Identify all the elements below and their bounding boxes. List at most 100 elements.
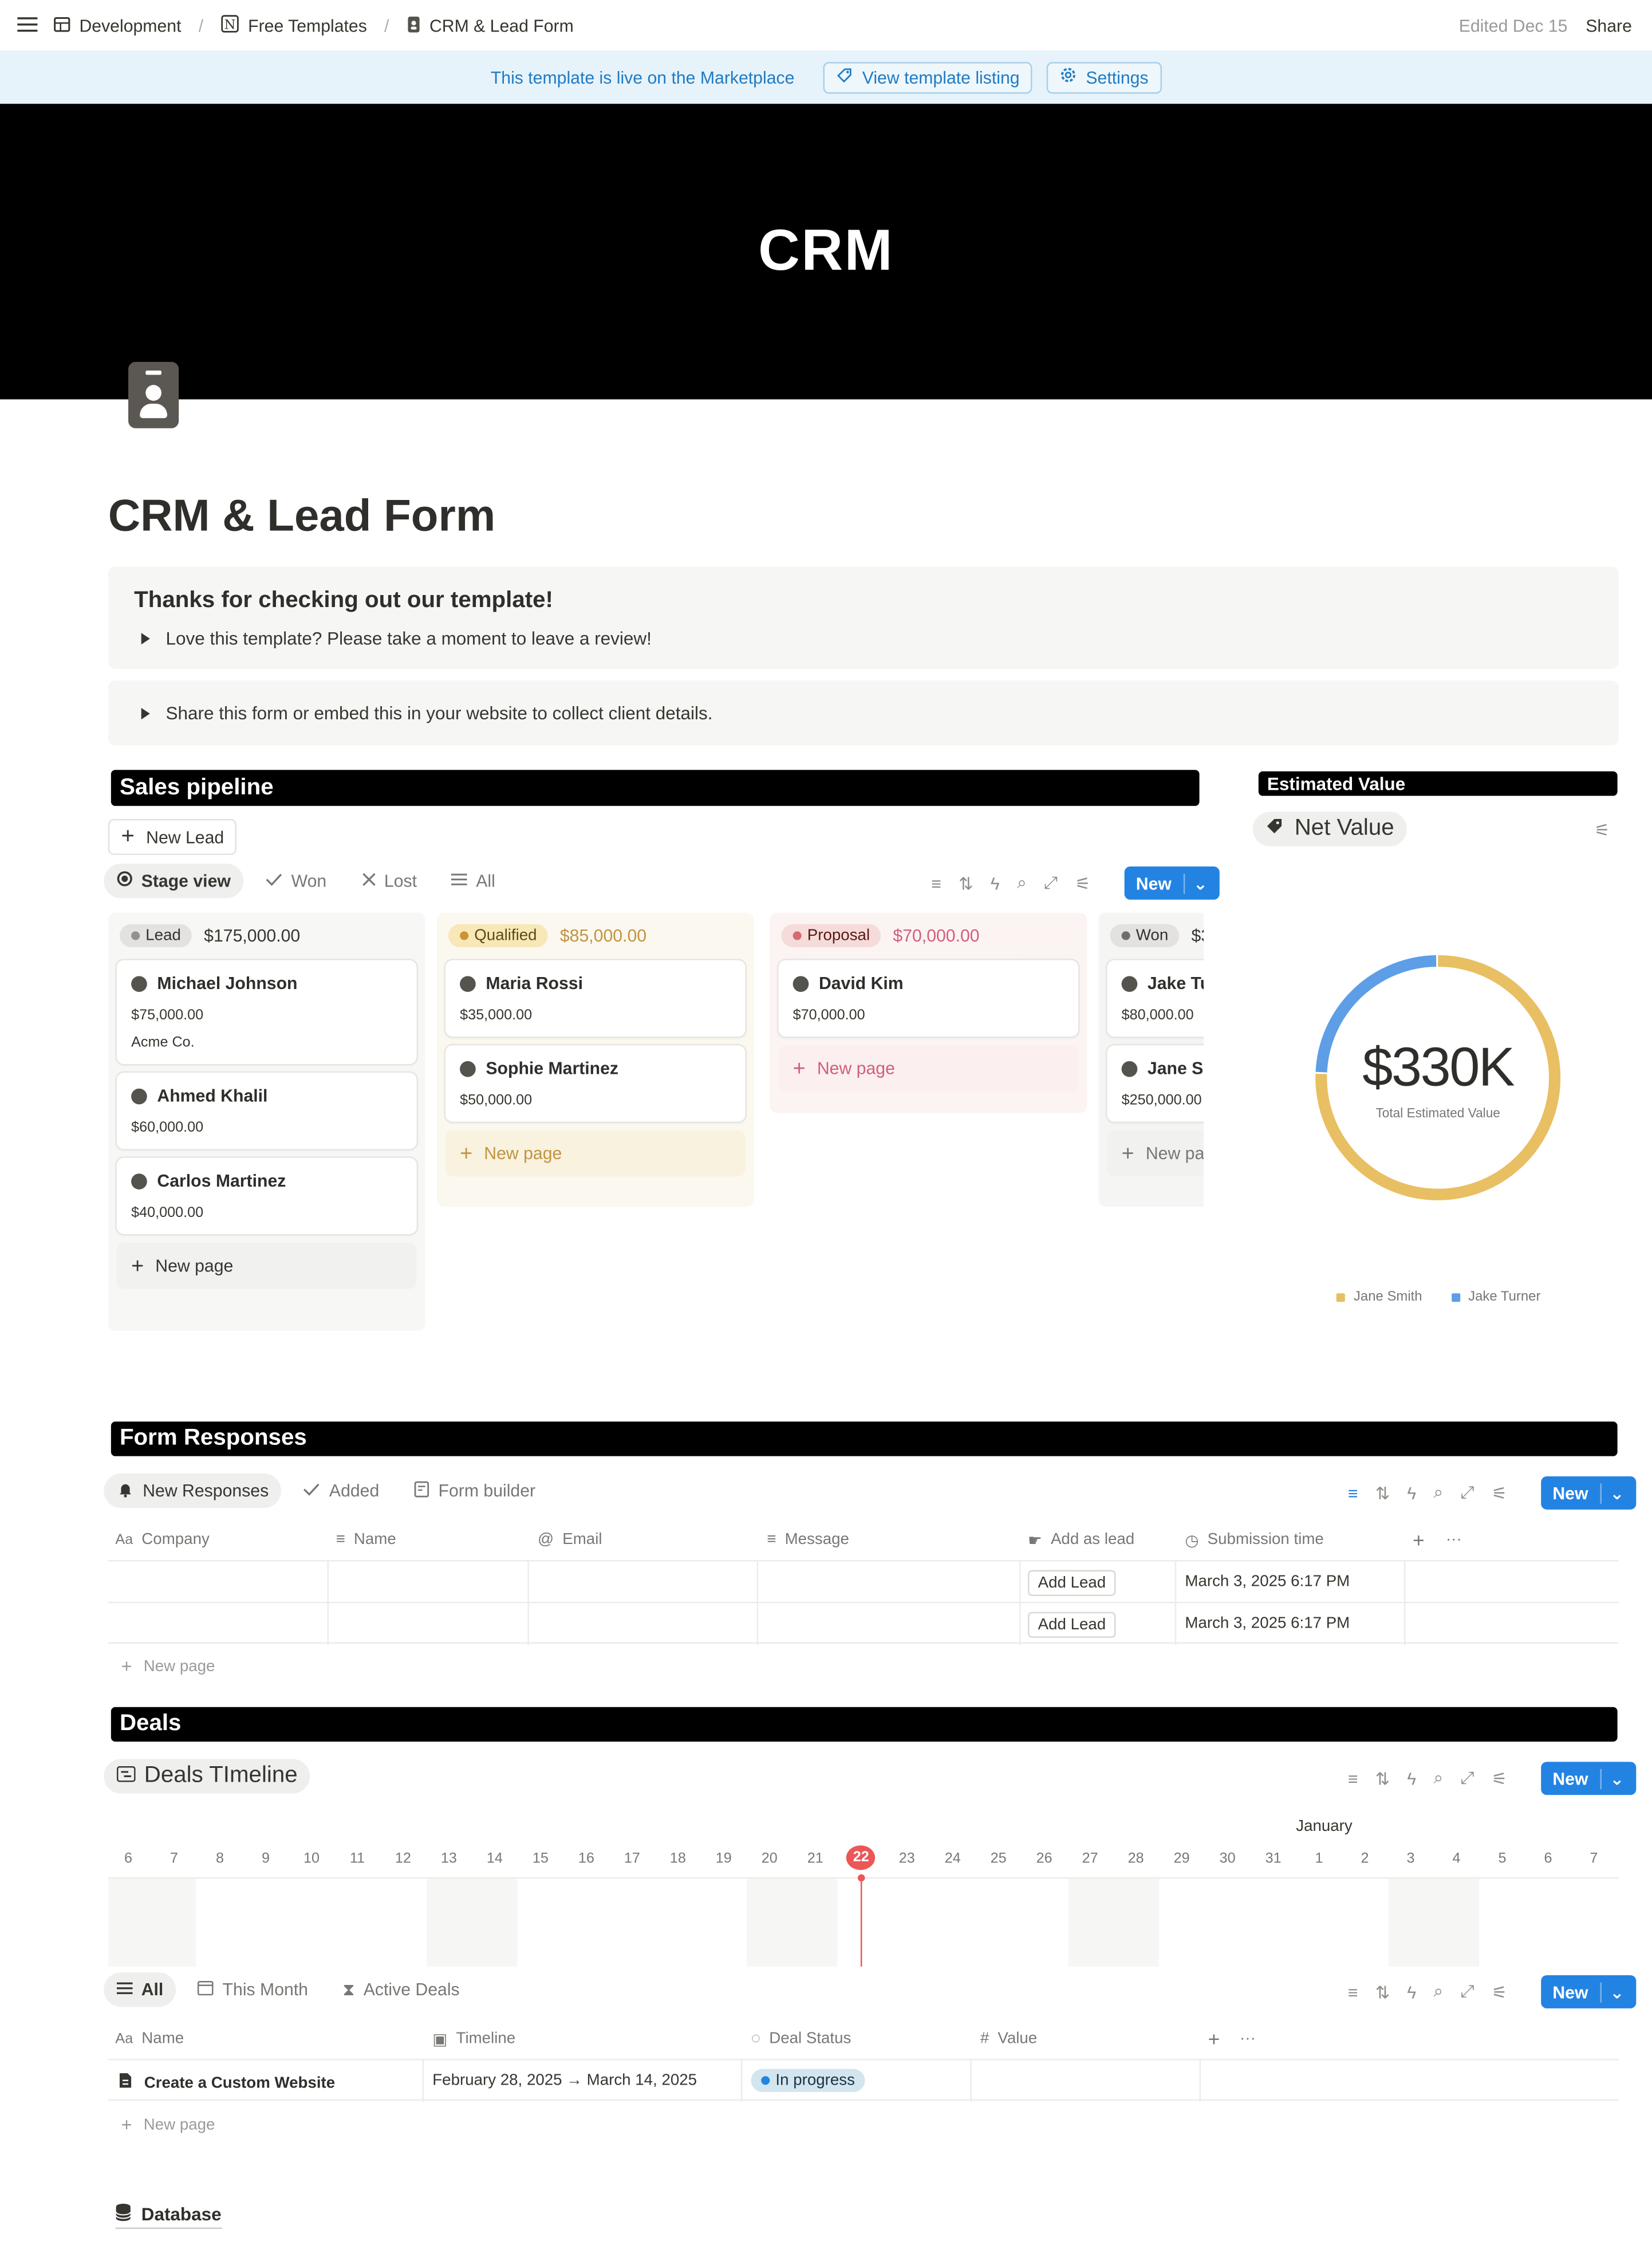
chevron-down-icon[interactable]: ⌄ [1599,1768,1625,1789]
deals-new-page-button[interactable]: + New page [121,2114,215,2136]
col-timeline[interactable]: ▣ Timeline [432,2019,515,2059]
stage-total: $70,000.00 [893,925,980,946]
sidebar-toggle-icon[interactable] [17,16,38,33]
add-lead-button[interactable]: Add Lead [1027,1570,1116,1596]
database-link[interactable]: Database [115,2203,222,2230]
share-form-toggle[interactable]: Share this form or embed this in your we… [141,704,713,724]
donut-slice-jane-smith[interactable] [1315,955,1561,1200]
review-toggle[interactable]: Love this template? Please take a moment… [141,629,652,649]
chevron-down-icon[interactable]: ⌄ [1599,1982,1625,2002]
expand-icon[interactable]: ⤢ [1460,1981,1474,2002]
sort-icon[interactable]: ⇅ [1375,1982,1390,2002]
filter-icon[interactable]: ≡ [931,873,941,893]
search-icon[interactable]: ⌕ [1433,1767,1444,1788]
status-badge[interactable]: In progress [751,2069,865,2092]
timeline-day: 15 [532,1851,549,1868]
deal-card[interactable]: Jane S $250,000.00 [1107,1045,1204,1122]
chevron-down-icon[interactable]: ⌄ [1183,873,1208,893]
col-email[interactable]: @ Email [538,1519,602,1559]
deals-table-new-button[interactable]: New ⌄ [1541,1975,1636,2008]
tab-all[interactable]: All [439,864,508,898]
settings-sliders-icon[interactable]: ⚟ [1492,1982,1508,2002]
table-row[interactable]: Create a Custom Website February 28, 202… [108,2058,1619,2102]
settings-button[interactable]: Settings [1047,61,1162,93]
col-name[interactable]: ≡ Name [336,1519,396,1559]
settings-sliders-icon[interactable]: ⚟ [1492,1483,1508,1503]
table-row[interactable]: Add Lead March 3, 2025 6:17 PM [108,1559,1619,1604]
new-page-button[interactable]: + New page [445,1130,746,1177]
forms-new-page-button[interactable]: + New page [121,1655,215,1677]
deal-card[interactable]: Ahmed Khalil $60,000.00 [116,1073,417,1149]
col-submission-time[interactable]: ◷ Submission time [1185,1519,1323,1559]
deals-new-button[interactable]: New ⌄ [1541,1762,1636,1795]
thanks-callout: Thanks for checking out our template! Lo… [108,566,1619,669]
col-add-as-lead[interactable]: ☛ Add as lead [1028,1519,1134,1559]
tab-lost[interactable]: Lost [348,864,430,898]
col-company[interactable]: Aa Company [115,1519,209,1559]
deal-card[interactable]: Jake Tu $80,000.00 [1107,960,1204,1037]
new-lead-button[interactable]: + New Lead [108,818,237,855]
col-deal-status[interactable]: ◌ Deal Status [751,2019,851,2059]
breadcrumb-crm[interactable]: CRM & Lead Form [429,15,574,36]
search-icon[interactable]: ⌕ [1433,1482,1444,1503]
add-column-icon[interactable]: + [1413,1528,1425,1551]
col-name[interactable]: Aa Name [115,2019,184,2059]
deal-card[interactable]: Maria Rossi $35,000.00 [445,960,746,1037]
share-button[interactable]: Share [1586,15,1632,36]
expand-icon[interactable]: ⤢ [1044,872,1058,893]
more-icon[interactable]: ··· [1446,1531,1462,1549]
filter-icon[interactable]: ≡ [1347,1483,1358,1503]
add-lead-button[interactable]: Add Lead [1027,1612,1116,1638]
table-row[interactable]: Add Lead March 3, 2025 6:17 PM [108,1601,1619,1645]
calendar-icon: ▣ [432,2030,448,2049]
expand-icon[interactable]: ⤢ [1460,1767,1474,1788]
sort-icon[interactable]: ⇅ [1375,1483,1390,1503]
sort-icon[interactable]: ⇅ [1375,1768,1390,1789]
tab-this-month[interactable]: This Month [185,1972,321,2007]
filter-icon[interactable]: ≡ [1347,1768,1358,1789]
chart-settings-icon[interactable]: ⚟ [1594,820,1610,841]
chevron-down-icon[interactable]: ⌄ [1599,1483,1625,1503]
automation-icon[interactable]: ϟ [990,873,1000,893]
tab-net-value[interactable]: Net Value [1252,812,1407,846]
automation-icon[interactable]: ϟ [1407,1483,1417,1503]
deal-card[interactable]: Michael Johnson $75,000.00 Acme Co. [116,960,417,1064]
new-page-button[interactable]: + New page [778,1045,1079,1092]
tab-new-responses[interactable]: New Responses [104,1473,282,1508]
deal-name-cell[interactable]: Create a Custom Website [118,2072,335,2094]
timeline-icon [116,1763,136,1789]
automation-icon[interactable]: ϟ [1407,1982,1417,2002]
search-icon[interactable]: ⌕ [1433,1981,1444,2002]
more-icon[interactable]: ··· [1240,2030,1256,2047]
forms-new-button[interactable]: New ⌄ [1541,1476,1636,1510]
new-page-button[interactable]: + New pa [1107,1130,1204,1177]
tab-deals-timeline[interactable]: Deals TImeline [104,1759,311,1794]
expand-icon[interactable]: ⤢ [1460,1482,1474,1503]
automation-icon[interactable]: ϟ [1407,1768,1417,1789]
view-template-listing-button[interactable]: View template listing [823,61,1033,93]
donut-slice-jake-turner[interactable] [1315,955,1437,1073]
breadcrumb-development[interactable]: Development [79,15,182,36]
col-message[interactable]: ≡ Message [767,1519,849,1559]
filter-icon[interactable]: ≡ [1347,1982,1358,2002]
deal-card[interactable]: Sophie Martinez $50,000.00 [445,1045,746,1122]
col-value[interactable]: # Value [980,2019,1037,2059]
settings-sliders-icon[interactable]: ⚟ [1075,873,1091,893]
tab-stage-view[interactable]: Stage view [104,863,244,899]
breadcrumb-free-templates[interactable]: Free Templates [248,15,367,36]
search-icon[interactable]: ⌕ [1016,872,1027,893]
tab-added[interactable]: Added [290,1474,392,1508]
add-column-icon[interactable]: + [1208,2027,1220,2050]
tab-active-deals[interactable]: ⧗ Active Deals [330,1972,473,2007]
deal-card[interactable]: Carlos Martinez $40,000.00 [116,1157,417,1234]
stage-total: $175,000.00 [204,925,301,946]
new-page-button[interactable]: + New page [116,1243,417,1289]
pipeline-new-button[interactable]: New ⌄ [1124,866,1220,900]
settings-sliders-icon[interactable]: ⚟ [1492,1768,1508,1789]
page-badge-icon[interactable] [128,361,179,428]
tab-won[interactable]: Won [253,864,340,898]
tab-all-deals[interactable]: All [104,1972,177,2007]
deal-card[interactable]: David Kim $70,000.00 [778,960,1079,1037]
sort-icon[interactable]: ⇅ [959,873,973,893]
tab-form-builder[interactable]: Form builder [401,1474,549,1508]
